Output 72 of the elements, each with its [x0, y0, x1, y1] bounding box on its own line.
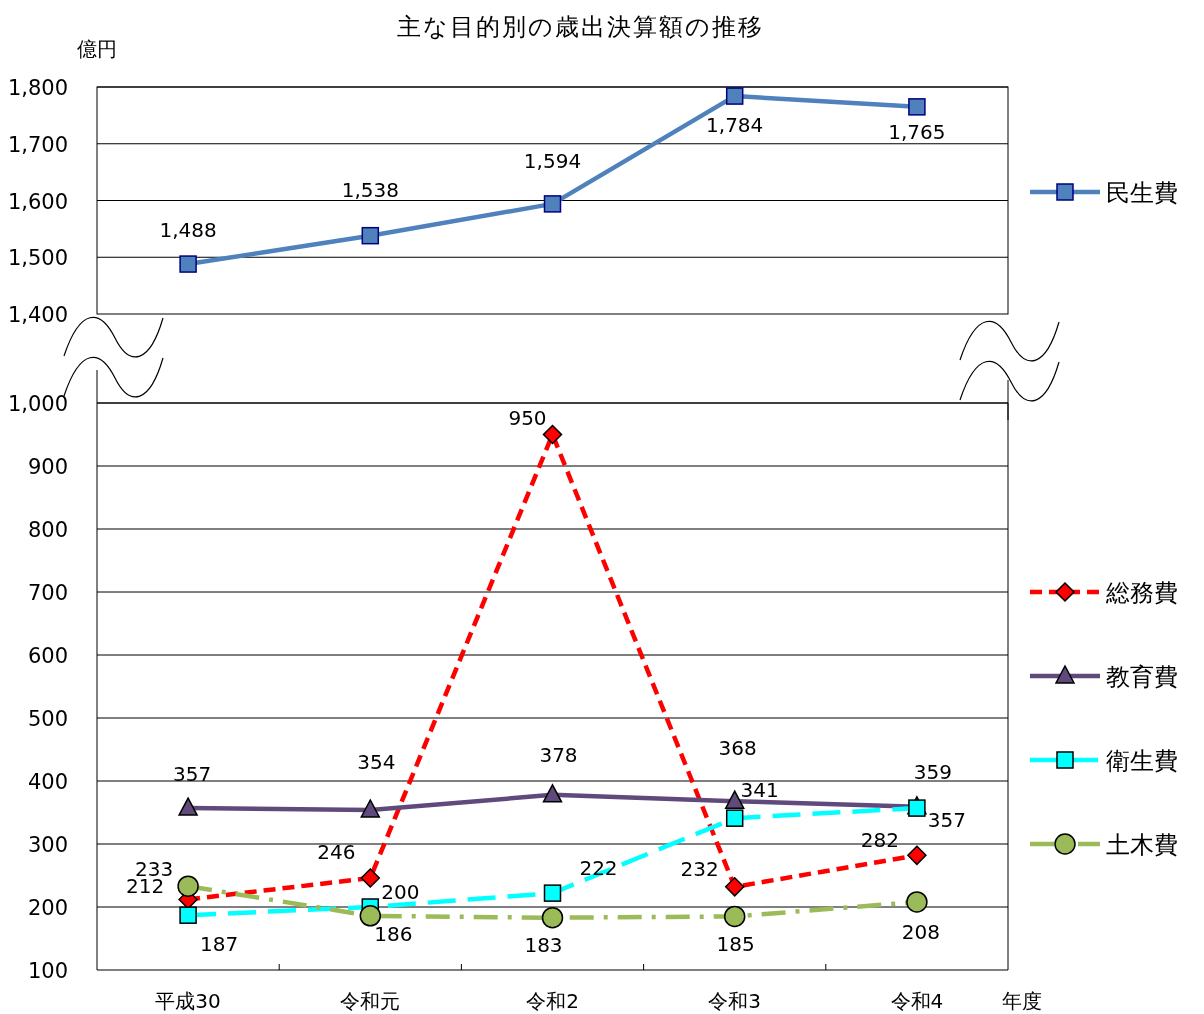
- y-tick-label: 1,700: [7, 132, 68, 157]
- data-label: 187: [200, 932, 239, 957]
- legend-label: 総務費: [1105, 579, 1178, 607]
- legend-label: 民生費: [1106, 179, 1178, 207]
- point: [907, 845, 927, 866]
- data-label: 208: [901, 919, 940, 944]
- y-tick-label: 300: [27, 833, 68, 857]
- y-tick-label: 1,400: [7, 303, 68, 327]
- point: [724, 877, 745, 897]
- point: [360, 868, 381, 888]
- data-label: 950: [508, 405, 547, 430]
- point: [359, 905, 382, 927]
- point: [543, 195, 562, 213]
- data-label: 1,488: [159, 218, 217, 243]
- data-label: 232: [680, 856, 719, 881]
- data-label: 378: [539, 742, 578, 767]
- x-tick-label: 令和元: [340, 989, 401, 1013]
- legend-label: 教育費: [1106, 663, 1178, 691]
- data-label: 200: [381, 880, 420, 904]
- y-tick-label: 800: [27, 518, 68, 542]
- point: [543, 884, 562, 902]
- y-axis-title: 億円: [77, 37, 117, 61]
- x-tick-label: 令和4: [890, 989, 944, 1013]
- y-tick-label: 400: [27, 770, 68, 794]
- x-tick-label: 令和2: [526, 989, 579, 1013]
- point: [542, 424, 563, 445]
- y-tick-label: 700: [27, 581, 68, 605]
- data-label: 1,765: [888, 119, 946, 144]
- y-tick-label: 600: [27, 644, 68, 668]
- y-tick-label: 1,000: [7, 392, 68, 416]
- data-label: 1,784: [706, 113, 764, 138]
- data-label: 341: [740, 778, 779, 803]
- data-label: 183: [524, 932, 563, 957]
- data-label: 1,538: [341, 177, 399, 202]
- data-label: 186: [374, 921, 413, 946]
- x-axis-title: 年度: [1002, 989, 1042, 1013]
- point: [360, 799, 381, 818]
- data-label: 354: [357, 749, 396, 774]
- data-label: 357: [173, 762, 212, 787]
- point: [178, 797, 198, 816]
- data-label: 359: [913, 759, 952, 784]
- y-tick-label: 200: [27, 896, 68, 920]
- y-tick-label: 1,800: [7, 76, 68, 100]
- point: [723, 905, 746, 928]
- point: [361, 226, 380, 245]
- point: [541, 906, 564, 929]
- x-tick-label: 令和3: [708, 989, 762, 1013]
- legend-label: 衛生費: [1106, 747, 1178, 775]
- point: [179, 255, 197, 273]
- point: [177, 875, 199, 897]
- point: [725, 87, 744, 105]
- point: [725, 809, 744, 827]
- legend-label: 土木費: [1106, 831, 1178, 859]
- y-tick-label: 100: [27, 959, 68, 983]
- data-label: 246: [317, 840, 356, 865]
- point: [908, 799, 926, 817]
- point: [179, 906, 197, 924]
- chart-title: 主な目的別の歳出決算額の推移: [396, 13, 764, 41]
- y-tick-label: 1,600: [7, 189, 68, 214]
- data-label: 222: [579, 856, 618, 881]
- y-tick-label: 900: [27, 455, 68, 479]
- point: [906, 891, 928, 913]
- y-tick-label: 1,500: [7, 246, 68, 271]
- data-label: 357: [927, 808, 966, 833]
- data-label: 185: [716, 932, 755, 957]
- point: [542, 784, 563, 803]
- data-label: 282: [860, 828, 899, 853]
- x-tick-label: 平成30: [155, 989, 221, 1013]
- point: [908, 98, 926, 116]
- y-tick-label: 500: [27, 707, 68, 731]
- data-label: 1,594: [523, 148, 582, 173]
- data-label: 368: [718, 736, 757, 761]
